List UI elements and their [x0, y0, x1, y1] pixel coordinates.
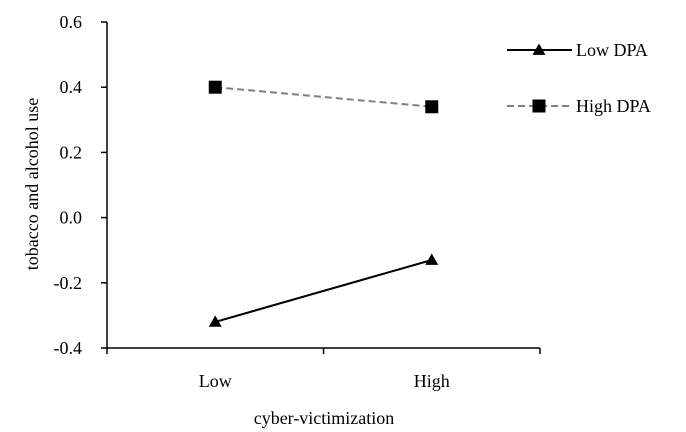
x-tick-label: High: [414, 371, 450, 391]
series-low-dpa: [208, 253, 439, 327]
legend-label: High DPA: [576, 96, 651, 116]
x-tick-labels: Low High: [199, 371, 450, 391]
series-layer: [208, 80, 439, 327]
data-point: [425, 100, 439, 114]
y-tick-label: 0.6: [60, 12, 83, 32]
data-point: [425, 253, 439, 265]
y-tick-marks: [101, 21, 107, 349]
legend-item: Low DPA: [507, 40, 648, 60]
y-tick-labels: 0.6 0.4 0.2 0.0 -0.2 -0.4: [54, 12, 83, 358]
x-tick-label: Low: [199, 371, 232, 391]
y-tick-label: 0.2: [60, 142, 83, 162]
x-axis-title: cyber-victimization: [254, 408, 395, 428]
legend-marker: [532, 99, 546, 113]
y-tick-label: 0.0: [60, 208, 83, 228]
legend-item: High DPA: [507, 96, 651, 116]
legend-marker: [532, 43, 546, 55]
series-high-dpa: [208, 80, 439, 114]
data-point: [208, 80, 222, 94]
y-axis-title: tobacco and alcohol use: [22, 98, 42, 270]
legend: Low DPA High DPA: [507, 40, 651, 116]
series-line: [215, 86, 432, 108]
y-tick-label: 0.4: [60, 77, 83, 97]
x-tick-marks: [106, 348, 541, 354]
y-tick-label: -0.2: [54, 273, 83, 293]
data-point: [208, 315, 222, 327]
series-line: [214, 259, 433, 323]
y-tick-label: -0.4: [54, 338, 83, 358]
legend-label: Low DPA: [576, 40, 648, 60]
